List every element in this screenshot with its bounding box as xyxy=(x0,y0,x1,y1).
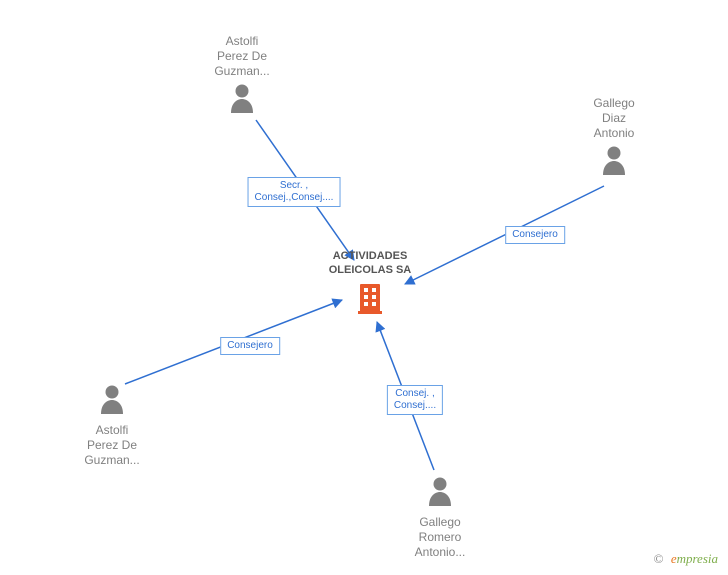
edge-label: Consej. , Consej.... xyxy=(387,385,443,415)
copyright-symbol: © xyxy=(654,551,664,566)
company-label: ACTIVIDADES OLEICOLAS SA xyxy=(315,250,425,278)
person-icon xyxy=(67,384,157,419)
person-label: Astolfi Perez De Guzman... xyxy=(67,423,157,468)
watermark-rest: mpresia xyxy=(677,551,718,566)
watermark: © empresia xyxy=(654,551,718,567)
person-label: Gallego Diaz Antonio xyxy=(569,96,659,141)
edge-label: Consejero xyxy=(505,226,565,244)
person-node[interactable]: Gallego Romero Antonio... xyxy=(395,476,485,560)
company-node[interactable]: ACTIVIDADES OLEICOLAS SA xyxy=(315,250,425,319)
person-label: Astolfi Perez De Guzman... xyxy=(197,34,287,79)
person-node[interactable]: Gallego Diaz Antonio xyxy=(569,96,659,180)
person-icon xyxy=(395,476,485,511)
person-icon xyxy=(197,83,287,118)
diagram-canvas: ACTIVIDADES OLEICOLAS SA Astolfi Perez D… xyxy=(0,0,728,575)
person-icon xyxy=(569,145,659,180)
edge-label: Secr. , Consej.,Consej.... xyxy=(248,177,341,207)
edge-label: Consejero xyxy=(220,337,280,355)
person-label: Gallego Romero Antonio... xyxy=(395,515,485,560)
building-icon xyxy=(315,282,425,319)
person-node[interactable]: Astolfi Perez De Guzman... xyxy=(197,34,287,118)
person-node[interactable]: Astolfi Perez De Guzman... xyxy=(67,384,157,468)
